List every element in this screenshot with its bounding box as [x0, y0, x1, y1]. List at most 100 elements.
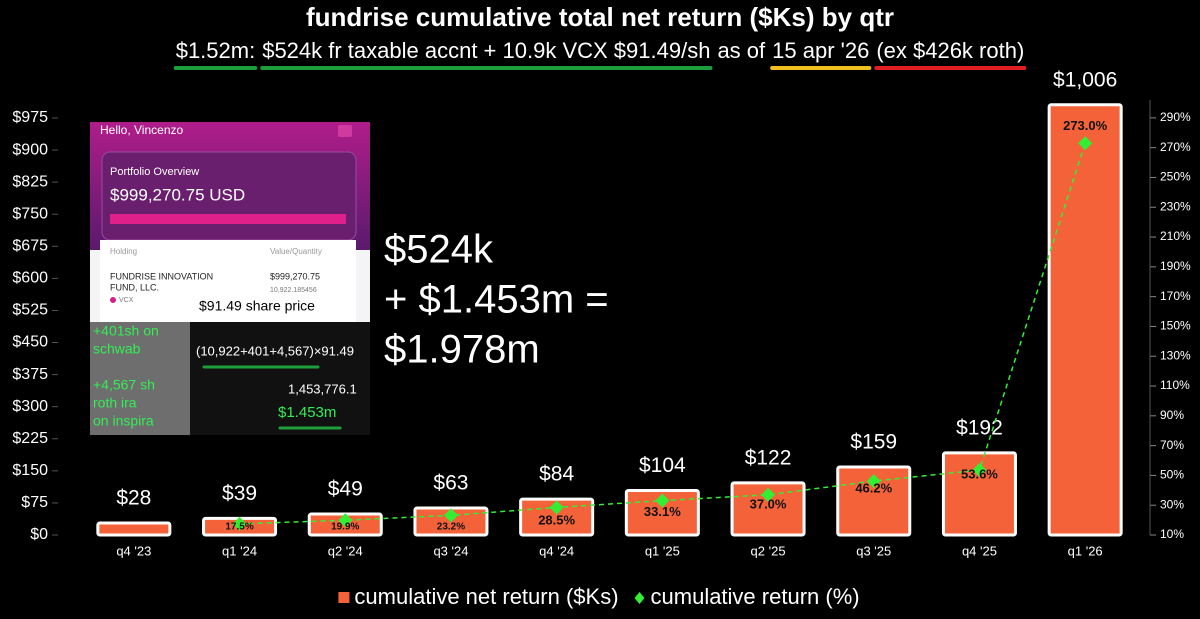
y-tick-label: $900	[12, 141, 48, 158]
ticker-dot	[110, 297, 116, 303]
x-tick-label: q1 '25	[645, 543, 680, 558]
inset-text: (10,922+401+4,567)×91.49	[196, 343, 354, 358]
inset-text: Hello, Vincenzo	[100, 123, 183, 137]
subtitle-part: $524k fr taxable accnt + 10.9k VCX $91.4…	[262, 38, 710, 63]
y-tick-label: $975	[12, 109, 48, 126]
y-tick-label: $150	[12, 462, 48, 479]
y-tick-label: $750	[12, 205, 48, 222]
line-marker	[443, 508, 458, 523]
y2-tick-label: 170%	[1160, 289, 1191, 303]
line-value-label: 37.0%	[750, 496, 787, 511]
x-tick-label: q1 '24	[222, 543, 257, 558]
subtitle-part: $1.52m:	[176, 38, 256, 63]
bar	[836, 465, 912, 537]
bar-value-label: $104	[639, 454, 686, 477]
y-tick-label: $300	[12, 398, 48, 415]
subtitle-part: (ex $426k roth)	[876, 38, 1024, 63]
y-tick-label: $600	[12, 270, 48, 287]
y-tick-label: $225	[12, 430, 48, 447]
inset-note: +401sh on	[93, 323, 159, 339]
inset-text: FUND, LLC.	[110, 282, 159, 292]
annotation: $1.978m	[384, 328, 540, 372]
line-value-label: 28.5%	[538, 513, 575, 528]
legend-label: cumulative net return ($Ks)	[354, 584, 618, 609]
bar	[941, 451, 1017, 537]
inset-note: +4,567 sh	[93, 377, 155, 393]
chat-icon	[338, 125, 352, 137]
line-value-label: 53.6%	[961, 466, 998, 481]
bar	[1047, 103, 1123, 537]
inset-text: $91.49 share price	[199, 298, 315, 314]
legend-label: cumulative return (%)	[651, 584, 860, 609]
y2-tick-label: 50%	[1160, 468, 1184, 482]
y2-tick-label: 110%	[1160, 378, 1190, 392]
x-tick-label: q3 '25	[856, 543, 891, 558]
x-tick-label: q4 '25	[962, 543, 997, 558]
y-tick-label: $450	[12, 334, 48, 351]
y-tick-label: $525	[12, 302, 48, 319]
y2-tick-label: 130%	[1160, 348, 1191, 362]
y2-tick-label: 70%	[1160, 438, 1184, 452]
y-tick-label: $75	[21, 494, 48, 511]
y2-tick-label: 10%	[1160, 527, 1184, 541]
bar-value-label: $39	[222, 482, 257, 505]
y2-tick-label: 30%	[1160, 497, 1184, 511]
line-value-label: 33.1%	[644, 504, 681, 519]
y-tick-label: $375	[12, 366, 48, 383]
y2-tick-label: 290%	[1160, 110, 1191, 124]
subtitle-part: 15 apr '26	[772, 38, 869, 63]
y2-tick-label: 230%	[1160, 199, 1191, 213]
inset-text: Holding	[110, 247, 137, 256]
line-marker	[549, 500, 564, 515]
x-tick-label: q4 '23	[116, 543, 151, 558]
line-marker	[761, 487, 776, 502]
y2-tick-label: 250%	[1160, 170, 1191, 184]
x-tick-label: q3 '24	[433, 543, 468, 558]
legend-swatch	[634, 592, 645, 604]
bar-value-label: $63	[433, 472, 468, 495]
chart-title: fundrise cumulative total net return ($K…	[306, 2, 894, 32]
line-value-label: 46.2%	[855, 480, 892, 495]
y2-tick-label: 90%	[1160, 408, 1184, 422]
inset-text: $999,270.75	[270, 271, 320, 281]
line-value-label: 17.5%	[225, 522, 253, 533]
bar-value-label: $159	[850, 431, 897, 454]
inset-text: $1.453m	[278, 404, 336, 421]
left-panel	[90, 322, 190, 435]
subtitle-part: as of	[717, 38, 766, 63]
line-marker	[1078, 136, 1093, 151]
inset-text: $999,270.75 USD	[110, 185, 245, 204]
bar-value-label: $192	[956, 416, 1003, 439]
x-tick-label: q4 '24	[539, 543, 574, 558]
y2-tick-label: 210%	[1160, 229, 1191, 243]
bar	[96, 521, 172, 537]
line-value-label: 273.0%	[1063, 118, 1108, 133]
x-tick-label: q1 '26	[1068, 543, 1103, 558]
holdings-bg	[100, 240, 356, 322]
inset-text: 10,922.185456	[270, 287, 317, 294]
bar-value-label: $49	[328, 478, 363, 501]
progress-bar	[110, 214, 346, 224]
line-marker	[972, 463, 987, 478]
line-value-label: 19.9%	[331, 522, 359, 533]
legend-swatch	[338, 592, 350, 603]
inset-text: Portfolio Overview	[110, 166, 199, 178]
inset-note: on inspira	[93, 413, 154, 429]
inset-text: VCX	[119, 297, 134, 304]
y2-tick-label: 190%	[1160, 259, 1191, 273]
right-panel	[190, 322, 370, 435]
line-marker	[866, 474, 881, 489]
bar-value-label: $1,006	[1053, 68, 1117, 91]
x-tick-label: q2 '25	[751, 543, 786, 558]
inset-text: Value/Quantity	[270, 247, 322, 256]
annotation: + $1.453m =	[384, 278, 609, 322]
y-tick-label: $675	[12, 238, 48, 255]
inset-note: schwab	[93, 341, 141, 357]
bar-value-label: $122	[745, 446, 792, 469]
inset-text: 1,453,776.1	[288, 381, 357, 396]
y-tick-label: $825	[12, 173, 48, 190]
x-tick-label: q2 '24	[328, 543, 363, 558]
y-tick-label: $0	[30, 526, 48, 543]
line-marker	[232, 516, 247, 531]
